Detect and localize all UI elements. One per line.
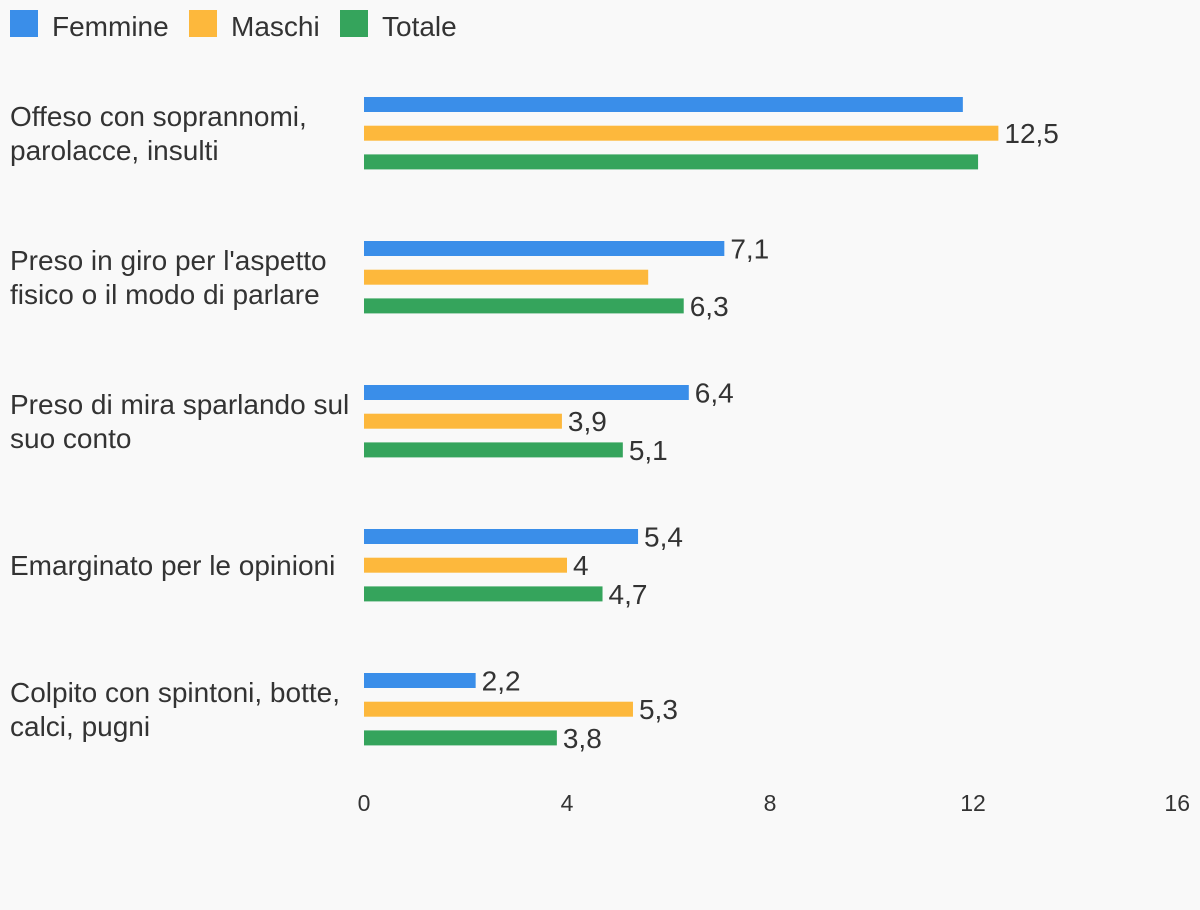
bar[interactable] — [364, 673, 476, 688]
bar[interactable] — [364, 586, 603, 602]
legend-label: Femmine — [52, 11, 169, 42]
data-label: 4 — [573, 550, 589, 581]
legend-swatch — [340, 10, 368, 37]
category-label: Preso in giro per l'aspetto — [10, 245, 327, 276]
bar[interactable] — [364, 701, 633, 717]
bar[interactable] — [364, 154, 979, 170]
bar[interactable] — [364, 413, 562, 429]
data-label: 2,2 — [482, 666, 521, 697]
bar[interactable] — [364, 269, 649, 285]
bar[interactable] — [364, 97, 963, 112]
category-labels: Offeso con soprannomi,parolacce, insulti… — [10, 101, 349, 742]
legend-item[interactable]: Femmine — [10, 10, 169, 42]
legend-label: Maschi — [231, 11, 320, 42]
x-tick-label: 4 — [561, 790, 574, 816]
data-label: 4,7 — [609, 579, 648, 610]
bar[interactable] — [364, 557, 567, 573]
category-label: Offeso con soprannomi, — [10, 101, 307, 132]
data-label: 3,9 — [568, 406, 607, 437]
value-labels: 12,5 7,16,3 6,4 3,9 5,1 5,4 4 4,7 2,2 5,3 3,8 — [482, 118, 1059, 754]
x-axis: 0 4 8 12 16 — [358, 790, 1190, 816]
category-label: calci, pugni — [10, 711, 150, 742]
legend-swatch — [189, 10, 217, 37]
bar[interactable] — [364, 730, 557, 746]
data-label: 6,4 — [695, 378, 734, 409]
legend-item[interactable]: Totale — [340, 10, 457, 42]
data-label: 6,3 — [690, 291, 729, 322]
category-label: suo conto — [10, 423, 131, 454]
legend-label: Totale — [382, 11, 457, 42]
bar[interactable] — [364, 442, 623, 458]
category-label: parolacce, insulti — [10, 135, 219, 166]
data-label: 7,1 — [730, 234, 769, 265]
legend: Femmine Maschi Totale — [10, 10, 457, 42]
category-label: Preso di mira sparlando sul — [10, 389, 349, 420]
x-tick-label: 12 — [960, 790, 986, 816]
x-tick-label: 0 — [358, 790, 371, 816]
data-label: 5,4 — [644, 522, 683, 553]
legend-item[interactable]: Maschi — [189, 10, 320, 42]
data-label: 5,3 — [639, 694, 678, 725]
bar[interactable] — [364, 298, 684, 314]
x-tick-label: 16 — [1164, 790, 1190, 816]
bars — [364, 97, 999, 746]
bar[interactable] — [364, 529, 639, 544]
category-label: Colpito con spintoni, botte, — [10, 677, 340, 708]
bar[interactable] — [364, 241, 725, 256]
bar[interactable] — [364, 125, 999, 141]
bar[interactable] — [364, 385, 689, 400]
category-label: fisico o il modo di parlare — [10, 279, 320, 310]
legend-swatch — [10, 10, 38, 37]
data-label: 12,5 — [1004, 118, 1059, 149]
x-tick-label: 8 — [764, 790, 777, 816]
category-label: Emarginato per le opinioni — [10, 550, 335, 581]
data-label: 5,1 — [629, 435, 668, 466]
data-label: 3,8 — [563, 723, 602, 754]
